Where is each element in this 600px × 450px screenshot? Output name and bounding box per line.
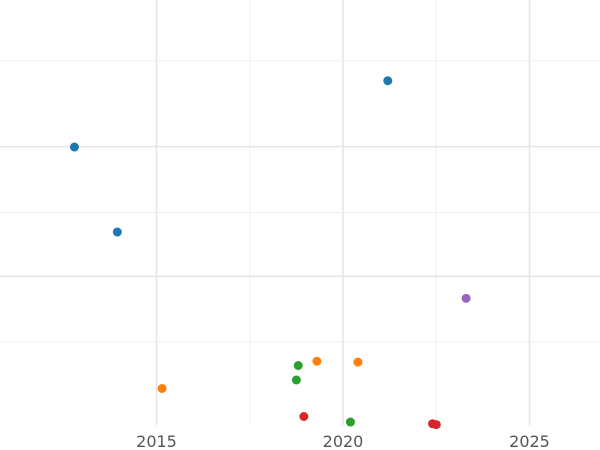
gridlines <box>0 0 600 425</box>
data-point <box>112 227 122 237</box>
x-axis-ticks: 2015 2020 2025 <box>136 432 550 450</box>
data-point <box>461 293 471 303</box>
data-point <box>157 383 167 393</box>
data-point <box>293 361 303 370</box>
data-point <box>431 420 441 430</box>
data-point <box>69 142 79 152</box>
x-tick-label: 2020 <box>323 432 364 450</box>
data-point <box>299 412 309 421</box>
data-point <box>345 417 355 427</box>
data-point <box>353 357 363 367</box>
data-point <box>291 375 301 385</box>
data-points <box>69 76 471 430</box>
x-tick-label: 2015 <box>136 432 177 450</box>
x-tick-label: 2025 <box>509 432 550 450</box>
data-point <box>383 76 393 86</box>
data-point <box>312 356 322 366</box>
